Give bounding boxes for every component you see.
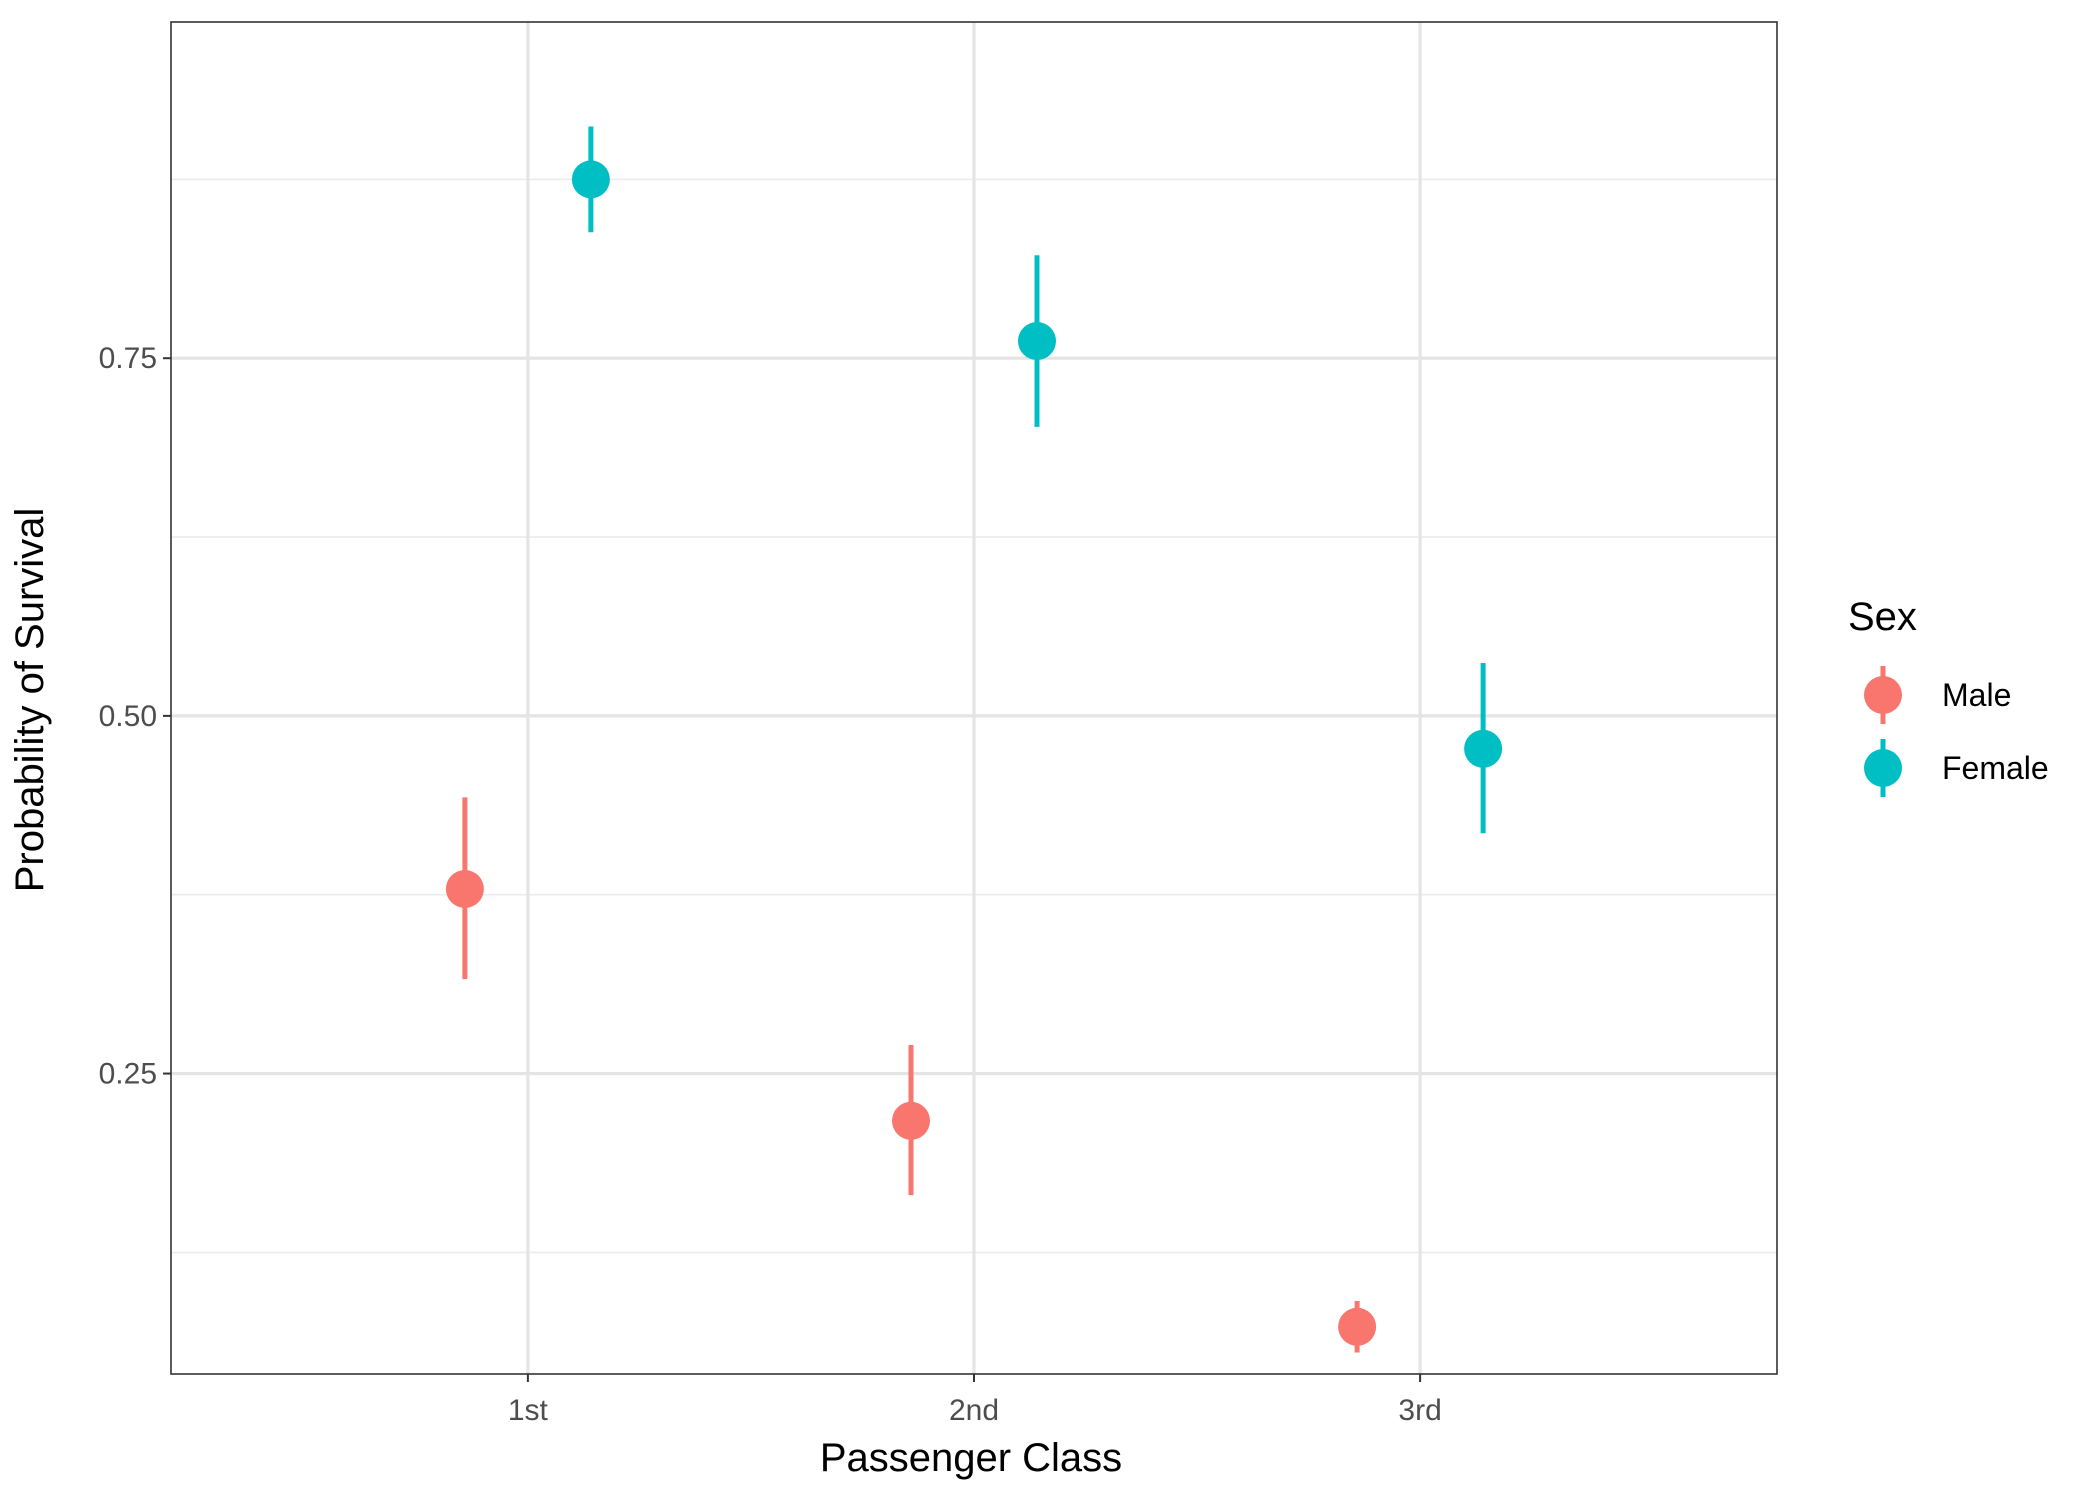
x-tick-label: 3rd (1398, 1394, 1441, 1427)
legend-label: Female (1942, 750, 2049, 786)
point-male (1338, 1307, 1377, 1346)
legend: Sex Male Female (1848, 595, 2049, 797)
axes: 0.25 0.50 0.75 1st 2nd 3rd (99, 342, 1442, 1427)
point-female (1464, 729, 1503, 768)
legend-items: Male Female (1864, 666, 2049, 797)
grid (171, 22, 1777, 1374)
legend-key-point (1864, 749, 1902, 787)
y-tick-label: 0.75 (99, 342, 157, 375)
data-marks (445, 126, 1503, 1353)
legend-title: Sex (1848, 595, 1917, 639)
point-female (571, 160, 610, 199)
x-tick-label: 2nd (949, 1394, 999, 1427)
legend-label: Male (1942, 677, 2011, 713)
point-female (1018, 322, 1056, 361)
point-male (892, 1101, 930, 1140)
legend-key-point (1864, 676, 1902, 714)
y-tick-label: 0.25 (99, 1058, 157, 1091)
y-tick-label: 0.50 (99, 700, 157, 733)
y-axis-title: Probability of Survival (8, 508, 52, 893)
x-tick-label: 1st (508, 1394, 549, 1427)
point-male (445, 869, 484, 908)
x-axis-title: Passenger Class (820, 1436, 1122, 1480)
